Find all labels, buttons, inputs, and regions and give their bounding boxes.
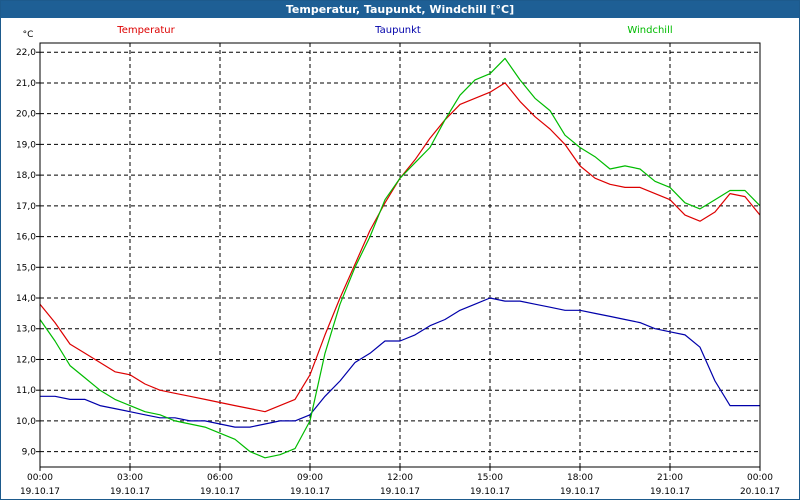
y-tick-label: 11,0 bbox=[16, 386, 36, 396]
x-tick-time-label: 15:00 bbox=[477, 473, 503, 483]
window-title: Temperatur, Taupunkt, Windchill [°C] bbox=[1, 1, 799, 18]
y-tick-label: 10,0 bbox=[16, 417, 36, 427]
x-tick-date-label: 19.10.17 bbox=[110, 487, 150, 497]
y-tick-label: 18,0 bbox=[16, 171, 36, 181]
y-tick-label: 14,0 bbox=[16, 294, 36, 304]
x-tick-date-label: 19.10.17 bbox=[20, 487, 60, 497]
line-chart: 9,0 10,0 11,0 12,0 13,0 14,0 15,0 16,0 17,0 18,0 1… bbox=[16, 25, 780, 497]
legend-entry-temperatur: Temperatur bbox=[116, 25, 175, 36]
legend-entry-windchill: Windchill bbox=[627, 25, 672, 36]
y-tick-label: 22,0 bbox=[16, 48, 36, 58]
y-tick-label: 16,0 bbox=[16, 233, 36, 243]
y-tick-label: 9,0 bbox=[22, 448, 37, 458]
y-tick-label: 19,0 bbox=[16, 140, 36, 150]
y-axis-label: °C bbox=[23, 30, 34, 40]
x-tick-time-label: 21:00 bbox=[657, 473, 683, 483]
x-tick-date-label: 19.10.17 bbox=[380, 487, 420, 497]
chart-area: 9,0 10,0 11,0 12,0 13,0 14,0 15,0 16,0 17,0 18,0 1… bbox=[1, 18, 799, 499]
x-tick-date-label: 19.10.17 bbox=[650, 487, 690, 497]
y-tick-label: 15,0 bbox=[16, 263, 36, 273]
x-tick-time-label: 06:00 bbox=[207, 473, 233, 483]
x-tick-date-label: 19.10.17 bbox=[560, 487, 600, 497]
x-tick-time-label: 00:00 bbox=[27, 473, 53, 483]
x-tick-date-label: 19.10.17 bbox=[470, 487, 510, 497]
x-tick-date-label: 19.10.17 bbox=[200, 487, 240, 497]
x-tick-date-label: 19.10.17 bbox=[290, 487, 330, 497]
x-tick-time-label: 03:00 bbox=[117, 473, 143, 483]
series-line-windchill bbox=[39, 57, 761, 459]
series-line-taupunkt bbox=[40, 297, 760, 428]
legend-entry-taupunkt: Taupunkt bbox=[374, 25, 421, 36]
x-tick-time-label: 18:00 bbox=[567, 473, 593, 483]
x-tick-time-label: 12:00 bbox=[387, 473, 413, 483]
x-tick-date-label: 20.10.17 bbox=[740, 487, 780, 497]
x-tick-time-label: 00:00 bbox=[747, 473, 773, 483]
x-tick-time-label: 09:00 bbox=[297, 473, 323, 483]
y-tick-label: 20,0 bbox=[16, 110, 36, 120]
y-tick-label: 21,0 bbox=[16, 79, 36, 89]
y-tick-label: 13,0 bbox=[16, 325, 36, 335]
plot-frame bbox=[39, 42, 761, 468]
y-tick-label: 17,0 bbox=[16, 202, 36, 212]
y-tick-label: 12,0 bbox=[16, 355, 36, 365]
